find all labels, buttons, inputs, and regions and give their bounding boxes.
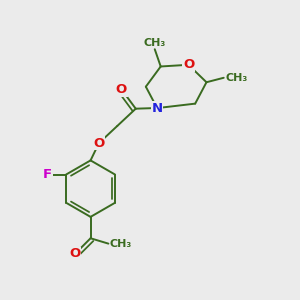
Text: F: F xyxy=(43,168,52,181)
Text: CH₃: CH₃ xyxy=(110,238,132,249)
Text: CH₃: CH₃ xyxy=(144,38,166,48)
Text: O: O xyxy=(183,58,194,71)
Text: N: N xyxy=(152,102,163,115)
Text: O: O xyxy=(70,247,81,260)
Text: CH₃: CH₃ xyxy=(225,73,248,83)
Text: O: O xyxy=(93,137,104,150)
Text: O: O xyxy=(116,83,127,96)
